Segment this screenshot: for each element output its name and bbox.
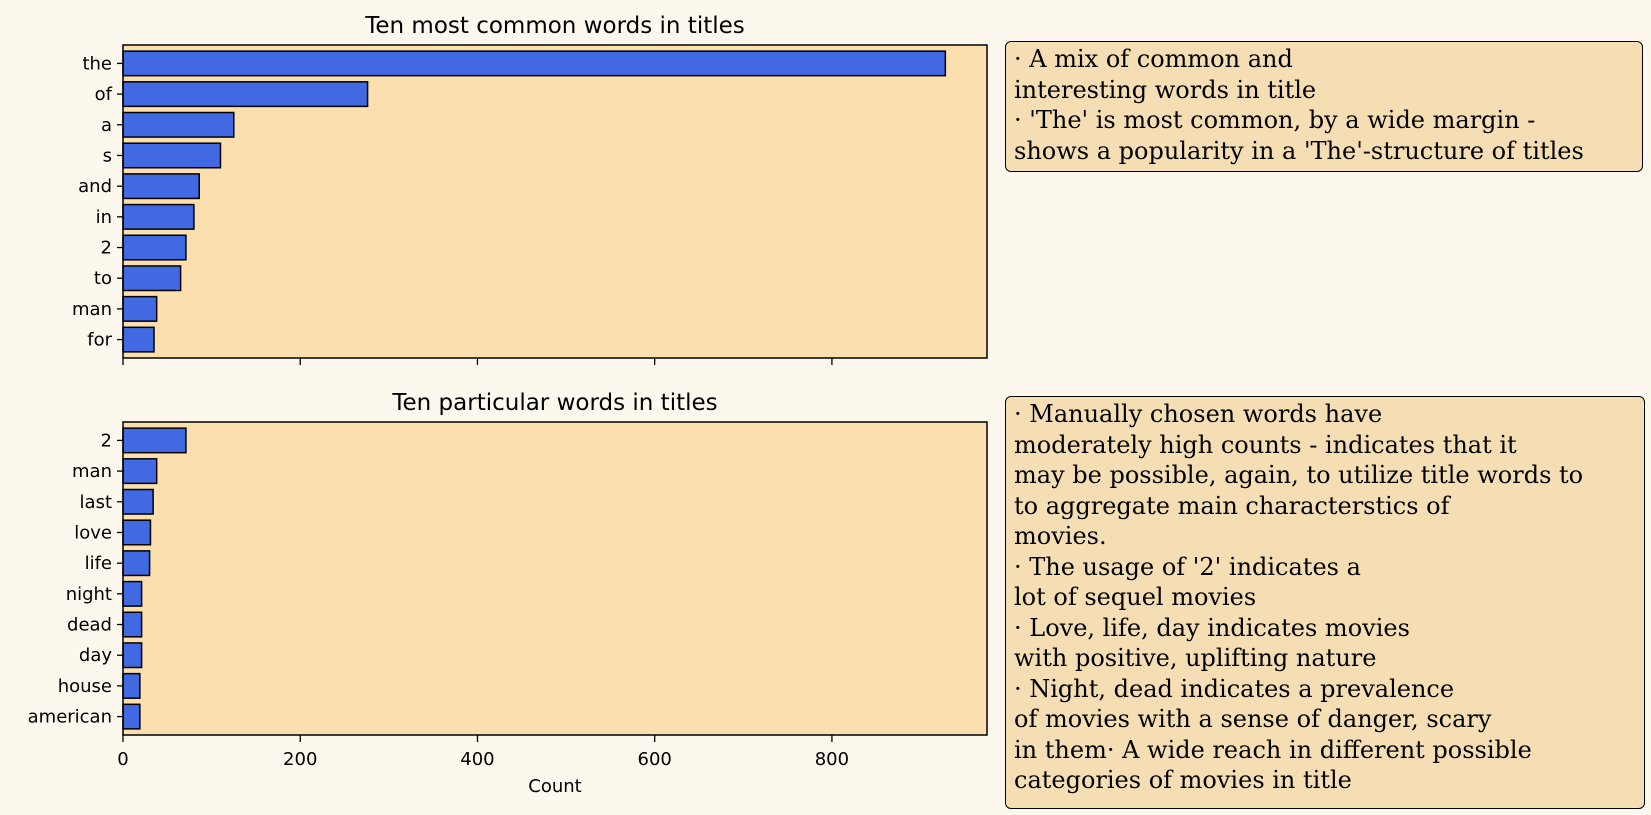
category-label: last [80,492,112,513]
category-label: man [72,299,112,320]
x-tick-label: 600 [638,749,672,770]
plot-frame [122,44,988,359]
bar [122,111,235,138]
bar [122,203,195,230]
annotation-line: · A mix of common and [1014,45,1293,73]
category-label: in [96,207,112,228]
annotation-line: may be possible, again, to utilize title… [1014,461,1584,489]
category-label: for [87,330,112,351]
x-tick-label: 800 [815,749,849,770]
category-label: to [94,268,112,289]
annotation-line: movies. [1014,522,1107,550]
bar [122,265,182,292]
category-label: and [78,176,112,197]
bar [122,458,158,485]
category-label: love [74,522,112,543]
bar [122,173,200,200]
annotation-line: moderately high counts - indicates that … [1014,430,1517,459]
bar [122,672,141,699]
x-tick-label: 400 [460,749,494,770]
bar [122,81,369,108]
bar [122,580,143,607]
chart-title: Ten particular words in titles [391,390,717,416]
category-label: a [101,115,112,136]
category-label: 2 [101,430,112,451]
category-label: life [85,553,112,574]
x-tick-label: 0 [117,749,128,770]
annotation-box-common-words: · A mix of common and interesting words i… [1005,41,1643,172]
annotation-line: · Night, dead indicates a prevalence [1014,674,1455,703]
category-label: dead [67,615,112,636]
category-label: of [95,84,113,105]
bar [122,488,154,515]
category-label: night [66,584,112,605]
bar [122,234,187,261]
annotation-line: categories of movies in title [1014,766,1352,794]
category-label: 2 [101,238,112,259]
annotation-line: lot of sequel movies [1014,583,1257,611]
x-axis-label: Count [528,776,581,797]
category-label: man [72,461,112,482]
bar [122,519,152,546]
bar [122,295,158,322]
bar [122,550,151,577]
bar [122,50,947,77]
annotation-line: with positive, uplifting nature [1014,644,1377,672]
category-label: the [82,53,112,74]
x-tick-label: 200 [283,749,317,770]
annotation-line: · The usage of '2' indicates a [1014,552,1361,581]
annotation-line: · Love, life, day indicates movies [1014,613,1410,642]
bar [122,642,143,669]
annotation-line: interesting words in title [1014,75,1317,104]
bar [122,427,187,454]
annotation-line: of movies with a sense of danger, scary [1014,705,1492,733]
chart-title: Ten most common words in titles [364,13,745,39]
plot-area [123,422,987,735]
annotation-line: shows a popularity in a 'The'-structure … [1014,136,1584,165]
bar [122,611,143,638]
bar [122,703,141,730]
bar [122,326,155,353]
category-label: house [58,676,112,697]
annotation-line: to aggregate main characterstics of [1014,491,1450,520]
plot-frame [122,421,988,736]
category-label: s [103,145,112,166]
annotation-line: · Manually chosen words have [1014,400,1383,428]
annotation-box-particular-words: · Manually chosen words have moderately h… [1005,396,1645,809]
bar [122,142,222,169]
annotation-line: in them· A wide reach in different possi… [1014,735,1532,764]
annotation-line: · 'The' is most common, by a wide margin… [1014,106,1536,134]
category-label: american [28,707,112,728]
category-label: day [79,645,112,666]
